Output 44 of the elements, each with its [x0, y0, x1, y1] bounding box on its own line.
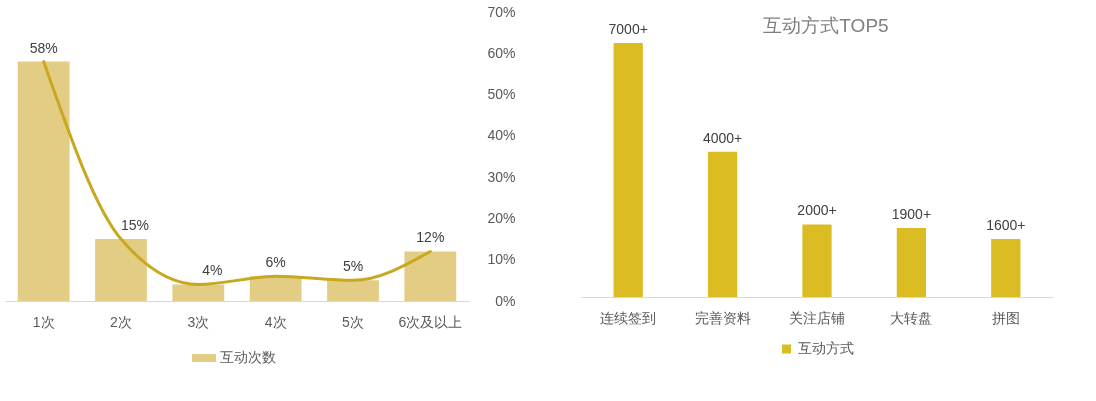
data-label: 12%	[416, 229, 445, 246]
x-tick-label: 6次及以上	[398, 313, 463, 330]
data-label: 15%	[120, 217, 150, 234]
data-label: 58%	[29, 39, 58, 56]
bar	[707, 151, 738, 297]
bar	[896, 228, 927, 297]
y2-tick-label: 60%	[487, 44, 516, 61]
x-tick-label: 1次	[32, 313, 55, 330]
bar	[404, 251, 457, 301]
x-tick-label: 5次	[342, 313, 364, 330]
data-label: 4%	[202, 262, 223, 279]
chart-title: 互动方式TOP5	[763, 15, 889, 36]
data-label: 7000+	[608, 21, 648, 37]
y2-tick-label: 10%	[487, 251, 516, 268]
x-tick-label: 拼图	[991, 309, 1020, 326]
x-tick-label: 完善资料	[694, 309, 751, 326]
data-label: 1900+	[891, 206, 932, 223]
bar	[327, 280, 379, 301]
data-label: 6%	[265, 254, 286, 271]
x-tick-label: 3次	[187, 313, 210, 330]
y2-tick-label: 20%	[487, 209, 516, 226]
bar	[991, 238, 1021, 297]
legend-label: 互动方式	[797, 340, 854, 356]
y2-tick-label: 70%	[487, 3, 516, 20]
bar	[802, 224, 832, 297]
bar	[17, 61, 70, 301]
x-tick-label: 大转盘	[890, 309, 933, 326]
bar	[95, 239, 147, 301]
bar	[613, 43, 643, 297]
y2-tick-label: 0%	[495, 292, 516, 309]
bar	[249, 276, 302, 301]
legend-label: 互动次数	[220, 349, 276, 365]
data-label: 2000+	[797, 202, 837, 219]
x-tick-label: 连续签到	[600, 309, 657, 326]
bar	[172, 284, 225, 301]
data-label: 4000+	[702, 129, 743, 146]
y2-tick-label: 50%	[487, 86, 516, 103]
data-label: 1600+	[986, 216, 1026, 233]
x-tick-label: 4次	[264, 313, 287, 330]
data-label: 5%	[342, 258, 364, 275]
x-tick-label: 2次	[110, 313, 132, 330]
y2-tick-label: 40%	[487, 127, 516, 144]
x-tick-label: 关注店铺	[789, 309, 845, 326]
y2-tick-label: 30%	[487, 168, 516, 185]
